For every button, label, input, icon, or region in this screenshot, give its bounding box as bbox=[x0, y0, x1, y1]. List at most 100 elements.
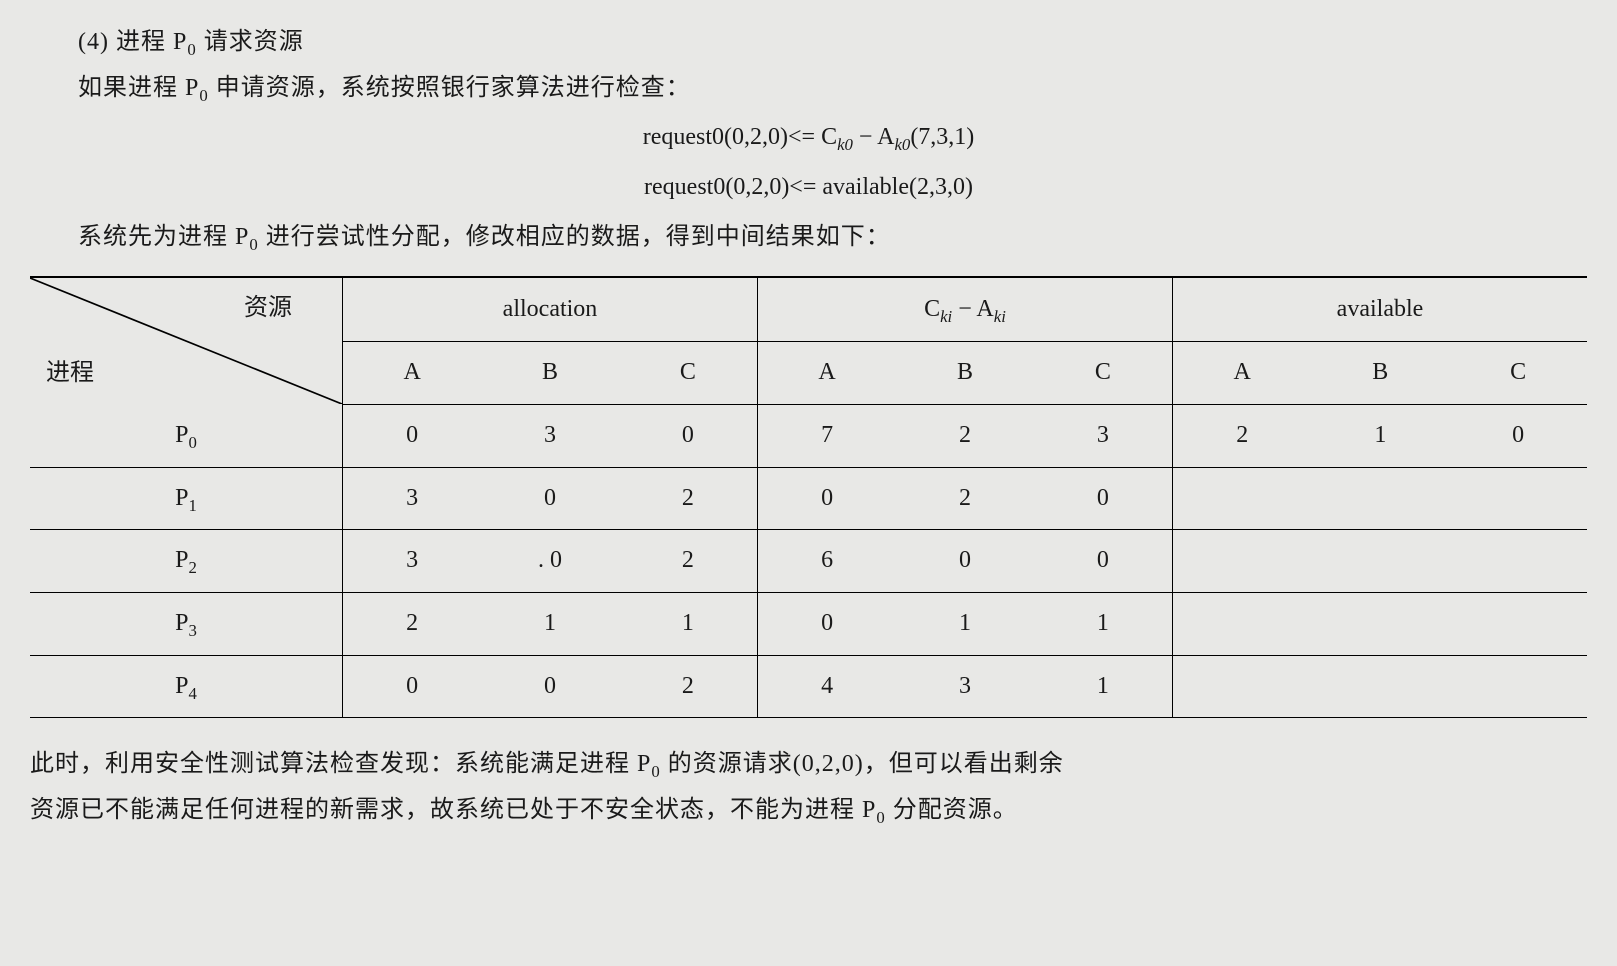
need-c: 1 bbox=[1034, 592, 1173, 655]
alloc-b: . 0 bbox=[481, 530, 618, 593]
f1-sub2: k0 bbox=[894, 135, 910, 154]
formula-1: request0(0,2,0)<= Ck0 − Ak0(7,3,1) bbox=[30, 115, 1587, 161]
avail-b bbox=[1311, 592, 1449, 655]
alloc-a: 2 bbox=[343, 592, 482, 655]
c1-mid: 的资源请求(0,2,0)，但可以看出剩余 bbox=[661, 751, 1064, 777]
c1-pre: 此时，利用安全性测试算法检查发现：系统能满足进程 P bbox=[30, 751, 651, 777]
avail-c bbox=[1449, 592, 1587, 655]
process-cell: P1 bbox=[30, 467, 343, 530]
avail-b bbox=[1311, 467, 1449, 530]
g2-sub1: ki bbox=[940, 307, 952, 326]
table-row: P4 0 0 2 4 3 1 bbox=[30, 655, 1587, 718]
need-b: 2 bbox=[896, 467, 1033, 530]
avail-a bbox=[1172, 592, 1311, 655]
sub-h-need-a: A bbox=[757, 341, 896, 404]
need-b: 1 bbox=[896, 592, 1033, 655]
heading-line: (4) 进程 P0 请求资源 bbox=[30, 20, 1587, 66]
group-header-allocation: allocation bbox=[343, 277, 758, 341]
line1-prefix: (4) 进程 P bbox=[78, 29, 187, 55]
line2-suffix: 申请资源，系统按照银行家算法进行检查： bbox=[209, 75, 691, 101]
need-b: 3 bbox=[896, 655, 1033, 718]
g2-sub2: ki bbox=[994, 307, 1006, 326]
alloc-c: 2 bbox=[619, 530, 758, 593]
c2-pre: 资源已不能满足任何进程的新需求，故系统已处于不安全状态，不能为进程 P bbox=[30, 797, 876, 823]
avail-a: 2 bbox=[1172, 404, 1311, 467]
alloc-c: 1 bbox=[619, 592, 758, 655]
f1-right: (7,3,1) bbox=[910, 124, 974, 150]
alloc-a: 0 bbox=[343, 404, 482, 467]
need-a: 0 bbox=[757, 592, 896, 655]
alloc-b: 0 bbox=[481, 467, 618, 530]
table-row: P3 2 1 1 0 1 1 bbox=[30, 592, 1587, 655]
sub-h-avail-a: A bbox=[1172, 341, 1311, 404]
need-c: 0 bbox=[1034, 530, 1173, 593]
need-a: 4 bbox=[757, 655, 896, 718]
sub-h-alloc-c: C bbox=[619, 341, 758, 404]
need-c: 0 bbox=[1034, 467, 1173, 530]
need-c: 3 bbox=[1034, 404, 1173, 467]
group-header-need: Cki − Aki bbox=[757, 277, 1172, 341]
c1-sub: 0 bbox=[651, 762, 660, 781]
avail-c bbox=[1449, 467, 1587, 530]
avail-c: 0 bbox=[1449, 404, 1587, 467]
avail-a bbox=[1172, 655, 1311, 718]
need-b: 2 bbox=[896, 404, 1033, 467]
alloc-c: 2 bbox=[619, 655, 758, 718]
line2-prefix: 如果进程 P bbox=[78, 75, 199, 101]
line3-prefix: 系统先为进程 P bbox=[78, 224, 249, 250]
f1-sub1: k0 bbox=[837, 135, 853, 154]
line2-sub: 0 bbox=[199, 86, 208, 105]
c2-end: 分配资源。 bbox=[886, 797, 1018, 823]
process-cell: P4 bbox=[30, 655, 343, 718]
f2-text: request0(0,2,0)<= available(2,3,0) bbox=[644, 174, 973, 200]
avail-a bbox=[1172, 530, 1311, 593]
document-body: (4) 进程 P0 请求资源 如果进程 P0 申请资源，系统按照银行家算法进行检… bbox=[30, 20, 1587, 834]
g2-c: C bbox=[924, 296, 940, 322]
conclusion-line2: 资源已不能满足任何进程的新需求，故系统已处于不安全状态，不能为进程 P0 分配资… bbox=[30, 788, 1587, 834]
line1-sub: 0 bbox=[187, 40, 196, 59]
line3-suffix: 进行尝试性分配，修改相应的数据，得到中间结果如下： bbox=[259, 224, 891, 250]
alloc-c: 0 bbox=[619, 404, 758, 467]
alloc-b: 3 bbox=[481, 404, 618, 467]
table-row: P1 3 0 2 0 2 0 bbox=[30, 467, 1587, 530]
sub-h-alloc-b: B bbox=[481, 341, 618, 404]
table-row: P2 3 . 0 2 6 0 0 bbox=[30, 530, 1587, 593]
need-a: 0 bbox=[757, 467, 896, 530]
header-row-1: 资源 进程 allocation Cki − Aki available bbox=[30, 277, 1587, 341]
group-header-available: available bbox=[1172, 277, 1587, 341]
diag-bottom-label: 进程 bbox=[46, 351, 94, 397]
table-row: P0 0 3 0 7 2 3 2 1 0 bbox=[30, 404, 1587, 467]
avail-b bbox=[1311, 530, 1449, 593]
sub-h-avail-b: B bbox=[1311, 341, 1449, 404]
alloc-c: 2 bbox=[619, 467, 758, 530]
f1-left: request0(0,2,0)<= C bbox=[643, 124, 837, 150]
formula-2: request0(0,2,0)<= available(2,3,0) bbox=[30, 165, 1587, 211]
c2-sub: 0 bbox=[876, 808, 885, 827]
process-cell: P2 bbox=[30, 530, 343, 593]
process-cell: P3 bbox=[30, 592, 343, 655]
avail-a bbox=[1172, 467, 1311, 530]
sub-h-alloc-a: A bbox=[343, 341, 482, 404]
diagonal-header: 资源 进程 bbox=[30, 277, 343, 404]
alloc-a: 3 bbox=[343, 467, 482, 530]
need-b: 0 bbox=[896, 530, 1033, 593]
avail-c bbox=[1449, 655, 1587, 718]
diag-top-label: 资源 bbox=[244, 286, 292, 332]
avail-c bbox=[1449, 530, 1587, 593]
alloc-a: 3 bbox=[343, 530, 482, 593]
need-a: 7 bbox=[757, 404, 896, 467]
need-c: 1 bbox=[1034, 655, 1173, 718]
conclusion-line1: 此时，利用安全性测试算法检查发现：系统能满足进程 P0 的资源请求(0,2,0)… bbox=[30, 742, 1587, 788]
line1-suffix: 请求资源 bbox=[197, 29, 304, 55]
banker-table: 资源 进程 allocation Cki − Aki available A B… bbox=[30, 276, 1587, 718]
need-a: 6 bbox=[757, 530, 896, 593]
alloc-b: 0 bbox=[481, 655, 618, 718]
alloc-a: 0 bbox=[343, 655, 482, 718]
line3-sub: 0 bbox=[249, 235, 258, 254]
sub-h-need-c: C bbox=[1034, 341, 1173, 404]
line2: 如果进程 P0 申请资源，系统按照银行家算法进行检查： bbox=[30, 66, 1587, 112]
avail-b bbox=[1311, 655, 1449, 718]
line3: 系统先为进程 P0 进行尝试性分配，修改相应的数据，得到中间结果如下： bbox=[30, 215, 1587, 261]
alloc-b: 1 bbox=[481, 592, 618, 655]
avail-b: 1 bbox=[1311, 404, 1449, 467]
